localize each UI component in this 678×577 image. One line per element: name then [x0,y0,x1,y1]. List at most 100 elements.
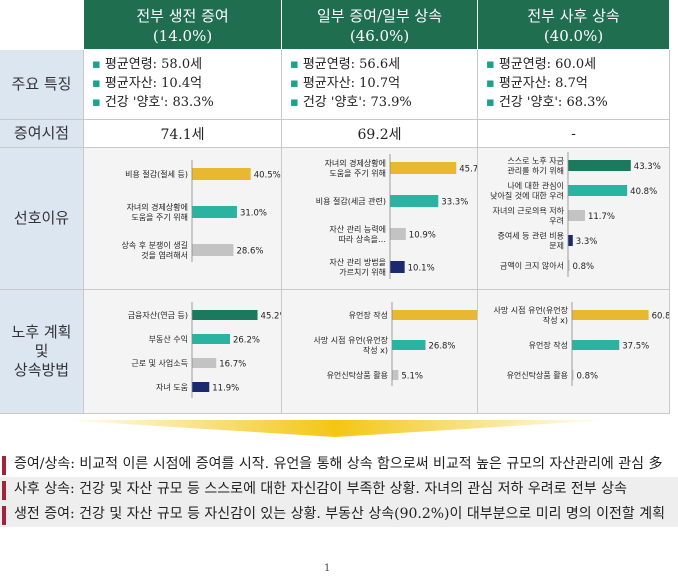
header-col-1-pct: (14.0%) [152,27,213,45]
feature-item: ▪ 건강 '양호': 68.3% [486,95,608,110]
category-label: 자녀의 경제상황에 [127,202,188,212]
gift-age-row: 증여시점 74.1세 69.2세 - [0,120,670,148]
chevron-down-icon [60,420,610,437]
bar-value-label: 60.8% [652,312,669,322]
bar [568,160,631,171]
note-text: 사후 상속: 건강 및 자산 규모 등 스스로에 대한 자신감이 부족한 상황.… [14,481,627,497]
feature-item: ▪ 평균자산: 10.4억 [92,76,203,91]
features-label: 주요 특징 [0,50,84,120]
category-label: 금액이 크지 않아서 [500,261,564,271]
category-label: 유언신탁상품 활용 [507,370,568,380]
comparison-table: 전부 생전 증여 (14.0%) 일부 증여/일부 상속 (46.0%) 전부 … [0,0,670,414]
bar-value-label: 26.8% [429,342,456,352]
features-col-2: ▪ 평균연령: 56.6세 ▪ 평균자산: 10.7억 ▪ 건강 '양호': 73.9… [282,50,478,120]
preference-label: 선호이유 [0,148,84,290]
bar [390,195,439,207]
down-arrow-banner [0,420,670,438]
plan-label-line-2: 및 [34,342,49,361]
category-label: 낮아질 것에 대한 우려 [490,191,564,201]
features-row: 주요 특징 ▪ 평균연령: 58.0세 ▪ 평균자산: 10.4억 ▪ 건강 '양호'… [0,50,670,120]
category-label: 부동산 수익 [149,334,188,344]
note-text: 생전 증여: 건강 및 자산 규모 등 자신감이 있는 상황. 부동산 상속(9… [14,506,665,522]
bar-value-label: 11.9% [212,384,239,394]
category-label: 문제 [549,242,564,251]
feature-item: ▪ 건강 '양호': 73.9% [290,95,412,110]
header-corner [0,0,84,50]
bar [192,334,230,344]
category-label: 금융자산(연금 등) [128,310,188,320]
category-label: 증여세 등 관련 비용 [497,231,564,241]
bar-value-label: 31.0% [240,209,267,219]
bar-value-label: 10.9% [409,231,436,241]
bar [192,382,210,392]
feature-item: ▪ 평균연령: 56.6세 [290,57,401,72]
category-label: 자산 관리 능력에 [329,224,386,234]
feature-item: ▪ 평균연령: 60.0세 [486,57,597,72]
header-col-3: 전부 사후 상속 (40.0%) [478,0,670,50]
header-row: 전부 생전 증여 (14.0%) 일부 증여/일부 상속 (46.0%) 전부 … [0,0,670,50]
plan-label-line-3: 상속방법 [13,360,70,379]
plan-chart-1-cell: 45.2% 금융자산(연금 등) 26.2% 부동산 수익 16.7% 근로 및 사업소득… [84,290,282,414]
category-label: 것을 염려해서 [141,250,188,260]
gift-age-col-2: 69.2세 [282,120,478,148]
chart-background [84,290,281,413]
category-label: 자녀의 근로의욕 저하 [493,206,565,216]
bar-value-label: 16.7% [219,360,246,370]
bar-value-label: 37.5% [622,342,649,352]
category-label: 작성 x) [363,345,388,355]
bar-value-label: 28.6% [236,247,263,257]
bar [390,261,405,273]
bar-value-label: 40.8% [630,187,657,197]
bar [568,210,585,221]
feature-item: ▪ 평균자산: 8.7억 [486,76,588,91]
bar [392,310,477,320]
category-label: 근로 및 사업소득 [131,358,188,368]
category-label: 따라 상속을… [339,234,386,244]
bar [192,206,237,218]
bar-value-label: 3.3% [576,237,598,247]
plan-chart-1: 45.2% 금융자산(연금 등) 26.2% 부동산 수익 16.7% 근로 및 사업소득… [84,290,281,413]
plan-label-line-1: 노후 계획 [11,323,72,342]
bar-value-label: 0.8% [573,262,595,272]
category-label: 상속 후 분쟁이 생길 [121,240,188,250]
category-label: 비용 절감(절세 등) [125,169,188,179]
category-label: 스스로 노후 자금 [507,157,564,166]
category-label: 자녀 도움 [156,383,188,392]
bar-value-label: 45.7% [459,165,477,175]
category-label: 자산 관리 방법을 [329,257,386,267]
header-col-2-title: 일부 증여/일부 상속 [317,7,442,25]
features-col-1: ▪ 평균연령: 58.0세 ▪ 평균자산: 10.4억 ▪ 건강 '양호': 83.3… [84,50,282,120]
bar-value-label: 33.3% [441,198,468,208]
bar-value-label: 11.7% [588,212,615,222]
header-col-3-title: 전부 사후 상속 [527,7,620,25]
bar [192,168,251,180]
header-col-1-title: 전부 생전 증여 [136,7,229,25]
header-col-2: 일부 증여/일부 상속 (46.0%) [282,0,478,50]
bar-value-label: 10.1% [408,264,435,274]
gift-age-label: 증여시점 [0,120,84,148]
preference-row: 선호이유 40.5% 비용 절감(절세 등) 31.0% 자녀의 경제상황에 도움을 주… [0,148,670,290]
bar [390,228,406,240]
header-col-2-pct: (46.0%) [349,27,410,45]
category-label: 우려 [549,216,564,226]
category-label: 자녀의 경제상황에 [325,158,386,168]
page-number: 1 [324,563,331,574]
bar [568,185,628,196]
summary-notes: 증여/상속: 비교적 이른 시점에 증여를 시작. 유언을 통해 상속 함으로써… [0,452,678,527]
category-label: 도움을 주기 위해 [131,212,188,222]
bar [192,244,234,256]
note-item: 사후 상속: 건강 및 자산 규모 등 스스로에 대한 자신감이 부족한 상황.… [0,477,678,502]
note-item: 증여/상속: 비교적 이른 시점에 증여를 시작. 유언을 통해 상속 함으로써… [0,452,678,477]
category-label: 도움을 주기 위해 [329,168,386,178]
bar [572,310,649,320]
category-label: 비용 절감(세금 관련) [316,196,386,206]
plan-label: 노후 계획 및 상속방법 [0,290,84,414]
category-label: 가르치기 위해 [339,267,386,277]
